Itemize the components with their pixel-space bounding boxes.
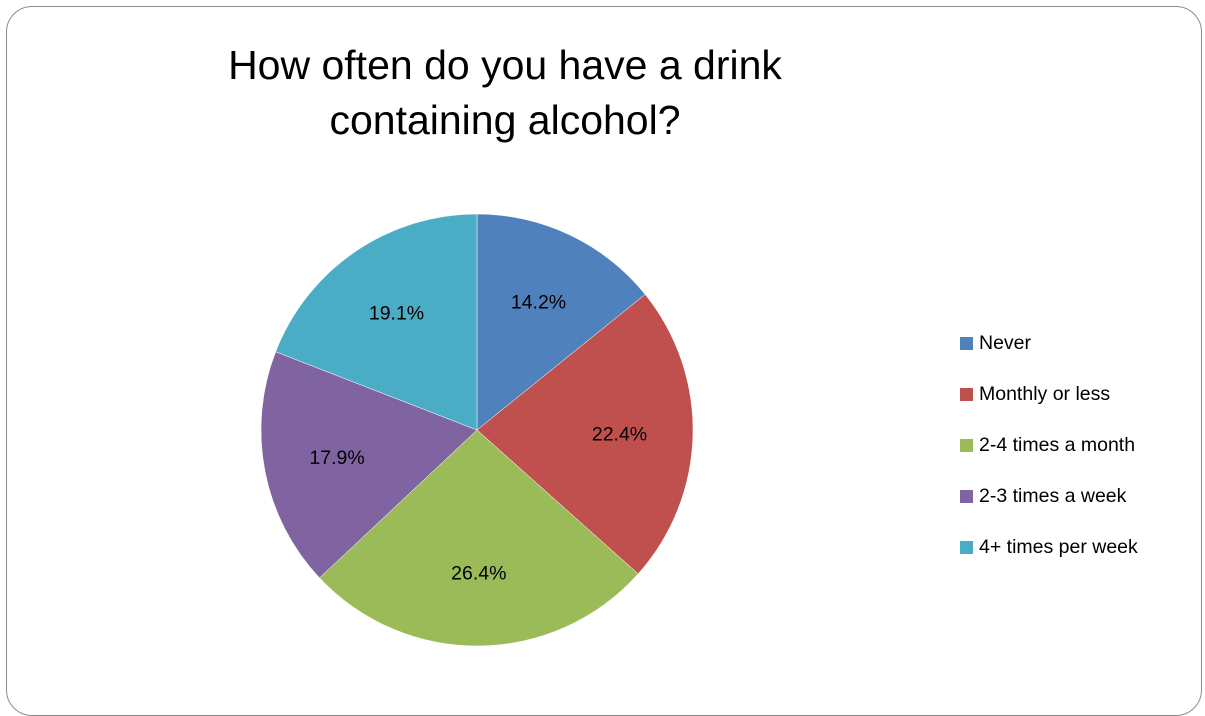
legend-label: 2-4 times a month: [979, 434, 1136, 456]
legend-swatch: [960, 388, 973, 401]
legend-label: 2-3 times a week: [979, 485, 1127, 507]
pie-slice-4-plus-times-per-week: [275, 213, 478, 431]
data-label-monthly-or-less: 22.4%: [592, 424, 647, 446]
data-label-never: 14.2%: [511, 291, 566, 313]
data-label-4-plus-times-per-week: 19.1%: [369, 302, 424, 324]
legend-label: Monthly or less: [979, 383, 1111, 405]
chart-title: How often do you have a drink containing…: [228, 42, 782, 143]
pie-slice-2-4-times-a-month: [319, 429, 639, 647]
pie-slice-monthly-or-less: [476, 294, 694, 575]
legend-item-never: Never: [960, 318, 1138, 369]
legend-swatch: [960, 541, 973, 554]
legend-swatch: [960, 337, 973, 350]
legend-item-monthly-or-less: Monthly or less: [960, 369, 1138, 420]
pie-slice-never: [476, 213, 646, 431]
legend-item-2-4-times-a-month: 2-4 times a month: [960, 420, 1138, 471]
chart-legend: Never Monthly or less 2-4 times a month …: [960, 318, 1138, 573]
data-label-2-3-times-a-week: 17.9%: [309, 447, 364, 469]
legend-label: 4+ times per week: [979, 536, 1138, 558]
legend-item-4-plus-times-per-week: 4+ times per week: [960, 522, 1138, 573]
data-label-2-4-times-a-month: 26.4%: [451, 563, 506, 585]
legend-item-2-3-times-a-week: 2-3 times a week: [960, 471, 1138, 522]
pie-slice-2-3-times-a-week: [260, 351, 478, 579]
legend-label: Never: [979, 332, 1032, 354]
legend-swatch: [960, 439, 973, 452]
legend-swatch: [960, 490, 973, 503]
